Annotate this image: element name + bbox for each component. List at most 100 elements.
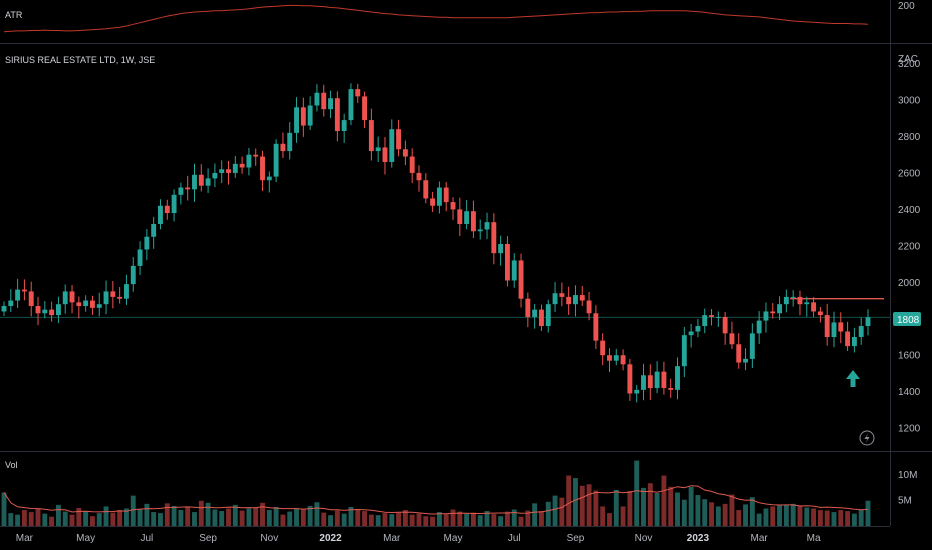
candle-body [641,375,646,390]
candle-body [21,289,27,292]
candle-body [42,309,48,314]
time-axis-label: Nov [635,533,653,544]
volume-bar [83,511,89,526]
candle-body [634,389,640,394]
candle-body [321,92,327,110]
volume-bar [532,503,538,526]
time-axis-label: Jul [508,533,521,544]
volume-bar [226,508,231,526]
candle-body [464,211,470,224]
candle-body [124,284,129,299]
volume-bar [334,510,340,526]
volume-bar [743,504,748,526]
time-axis-label: May [76,533,95,544]
volume-bar [498,516,504,526]
volume-bar [321,512,327,526]
volume-bar [151,512,157,526]
candle-body [396,129,402,150]
candle-body [620,355,626,365]
volume-bar [668,486,674,526]
price-tick-label: 2400 [898,205,921,216]
volume-ma-line [3,485,869,515]
volume-bar [185,507,191,526]
time-axis-label: Mar [383,533,401,544]
candle-body [402,149,408,157]
candle-body [83,300,89,307]
candle-body [770,311,776,314]
volume-bar [600,506,606,526]
candle-body [504,244,510,281]
candle-body [362,96,368,121]
flash-icon[interactable] [859,430,875,446]
candle-body [450,202,456,210]
candle-body [559,293,565,297]
volume-bar [464,513,470,526]
time-axis-label: Mar [751,533,769,544]
volume-bar [416,513,422,526]
volume-bar [307,505,313,526]
candle-body [586,300,592,314]
volume-bar [661,475,667,526]
atr-pane: ATR 200 [3,1,915,33]
candle-body [579,295,585,301]
candle-body [178,187,184,195]
candle-body [715,316,721,318]
candle-body [811,302,817,312]
candle-body [260,156,265,181]
candle-body [416,172,422,181]
candle-body [334,98,340,132]
candle-body [103,291,109,305]
volume-bar [579,485,585,526]
candle-body [627,364,633,394]
volume-bar [865,500,871,526]
atr-line [3,4,869,33]
volume-bar [627,490,633,526]
candle-body [280,143,286,152]
candle-body [307,105,313,126]
volume-bar [654,493,660,526]
candle-body [382,147,388,163]
candle-body [525,298,531,317]
volume-bar [253,507,259,526]
time-axis-label: Jul [140,533,153,544]
volume-label: Vol [5,460,18,470]
candle-body [151,223,157,237]
volume-bar [62,511,68,526]
candle-body [845,331,851,347]
candle-body [232,163,238,173]
candle-body [518,260,524,299]
candle-body [552,293,558,305]
volume-bar [287,511,293,526]
candle-body [607,355,612,361]
volume-bar [382,513,388,526]
time-axis[interactable]: Mar May Jul Sep Nov 2022 Mar May Jul Sep Nov 2023 Ma… [16,533,821,544]
candle-body [838,322,844,332]
up-arrow-icon [846,370,860,387]
candle-body [35,306,41,314]
volume-bar [688,486,694,526]
candle-body [702,315,708,327]
volume-bar [35,509,41,526]
candle-body [498,244,504,254]
volume-bar [477,515,483,526]
volume-bar [246,508,252,526]
volume-bar [722,503,728,526]
candle-body [89,300,95,308]
volume-bar [484,511,490,526]
volume-axis: 10M 5M [898,470,917,507]
volume-bar [566,475,572,526]
volume-bar [49,516,55,526]
candle-body [423,180,429,199]
volume-bar [681,499,687,526]
candle-body [729,333,735,345]
volume-bar [389,514,395,526]
volume-bar [362,511,368,526]
volume-bar [117,510,123,526]
volume-bar [504,511,510,526]
volume-bar [273,506,279,526]
candle-body [375,147,381,152]
volume-bar [804,507,810,526]
price-axis[interactable]: 3200300028002600240022002000180016001400… [898,59,921,435]
candle-body [1,306,7,312]
